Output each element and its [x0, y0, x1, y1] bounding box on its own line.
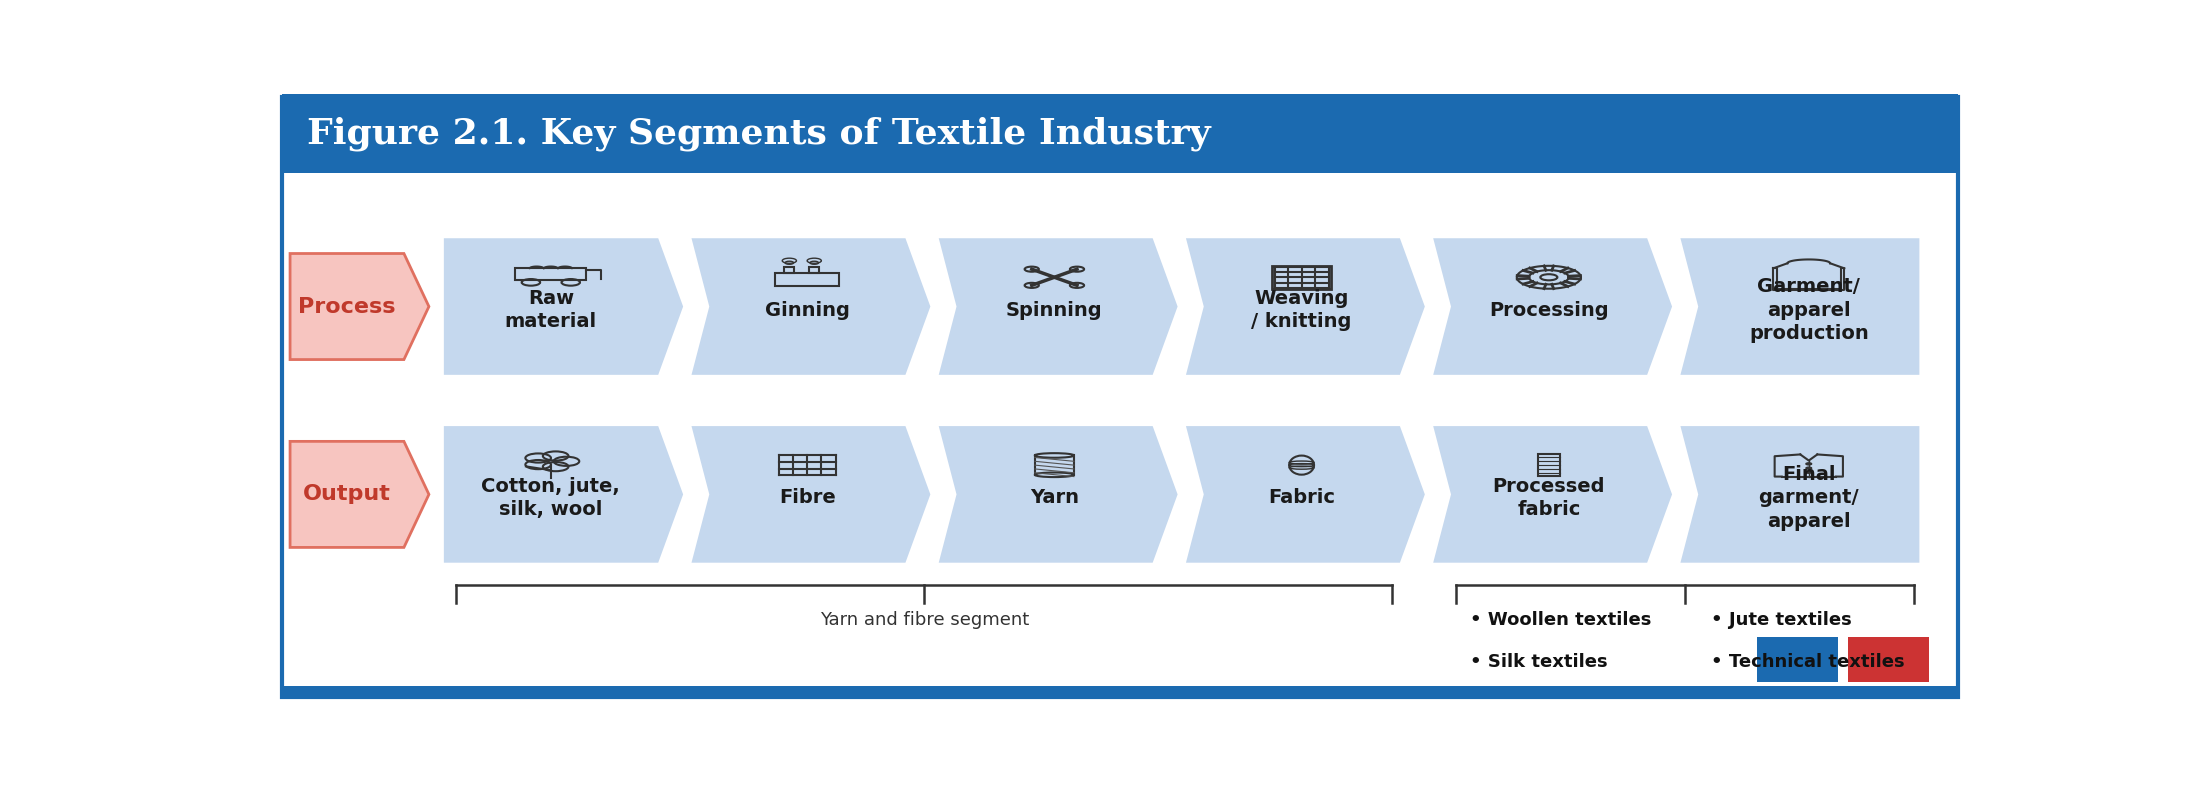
Text: Raw
material: Raw material	[505, 289, 597, 331]
Polygon shape	[937, 425, 1180, 564]
FancyBboxPatch shape	[1849, 637, 1929, 682]
Polygon shape	[1678, 425, 1921, 564]
FancyBboxPatch shape	[282, 686, 1958, 697]
Polygon shape	[690, 237, 931, 376]
Polygon shape	[441, 425, 684, 564]
Polygon shape	[441, 237, 684, 376]
FancyBboxPatch shape	[282, 94, 1958, 173]
Polygon shape	[1431, 237, 1674, 376]
Polygon shape	[937, 237, 1180, 376]
Text: Process: Process	[297, 297, 395, 316]
Polygon shape	[1431, 425, 1674, 564]
Circle shape	[1807, 471, 1811, 473]
Text: Processed
fabric: Processed fabric	[1492, 477, 1606, 519]
Text: Yarn and fibre segment: Yarn and fibre segment	[819, 611, 1029, 629]
Circle shape	[1807, 463, 1811, 465]
Polygon shape	[291, 442, 428, 548]
Polygon shape	[291, 253, 428, 360]
Text: Weaving
/ knitting: Weaving / knitting	[1252, 289, 1353, 331]
Text: Final
garment/
apparel: Final garment/ apparel	[1759, 465, 1859, 531]
Text: Ginning: Ginning	[765, 301, 850, 320]
Text: • Technical textiles: • Technical textiles	[1711, 653, 1903, 671]
Text: Processing: Processing	[1488, 301, 1608, 320]
Text: Spinning: Spinning	[1005, 301, 1103, 320]
Text: • Silk textiles: • Silk textiles	[1471, 653, 1608, 671]
Text: • Jute textiles: • Jute textiles	[1711, 611, 1851, 629]
Polygon shape	[1678, 237, 1921, 376]
Text: Cotton, jute,
silk, wool: Cotton, jute, silk, wool	[481, 477, 621, 519]
Polygon shape	[1184, 237, 1427, 376]
Text: Yarn: Yarn	[1029, 489, 1079, 508]
Text: Garment/
apparel
production: Garment/ apparel production	[1748, 277, 1868, 343]
Circle shape	[1807, 467, 1811, 469]
Text: Figure 2.1. Key Segments of Textile Industry: Figure 2.1. Key Segments of Textile Indu…	[306, 116, 1210, 151]
Polygon shape	[1184, 425, 1427, 564]
Text: Fibre: Fibre	[778, 489, 835, 508]
Text: • Woollen textiles: • Woollen textiles	[1471, 611, 1652, 629]
FancyBboxPatch shape	[1757, 637, 1838, 682]
Text: Fabric: Fabric	[1267, 489, 1335, 508]
Text: Output: Output	[304, 484, 391, 504]
Polygon shape	[690, 425, 931, 564]
